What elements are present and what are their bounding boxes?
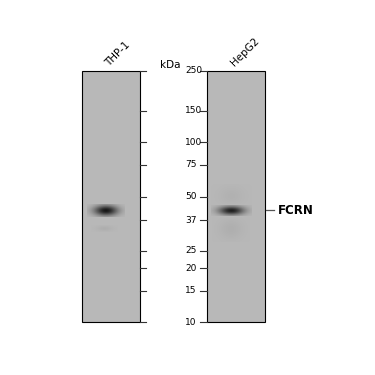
Text: 50: 50 <box>185 192 196 201</box>
Text: 37: 37 <box>185 216 196 225</box>
Text: 25: 25 <box>185 246 196 255</box>
Text: THP-1: THP-1 <box>104 39 132 68</box>
Text: kDa: kDa <box>160 60 181 69</box>
Text: 20: 20 <box>185 264 196 273</box>
Bar <box>82 71 140 322</box>
Text: 15: 15 <box>185 286 196 295</box>
Text: FCRN: FCRN <box>278 204 314 217</box>
Text: HepG2: HepG2 <box>229 36 261 68</box>
Text: 250: 250 <box>185 66 202 75</box>
Bar <box>207 71 265 322</box>
Text: 75: 75 <box>185 160 196 170</box>
Text: 150: 150 <box>185 106 202 116</box>
Text: 10: 10 <box>185 318 196 327</box>
Text: 100: 100 <box>185 138 202 147</box>
